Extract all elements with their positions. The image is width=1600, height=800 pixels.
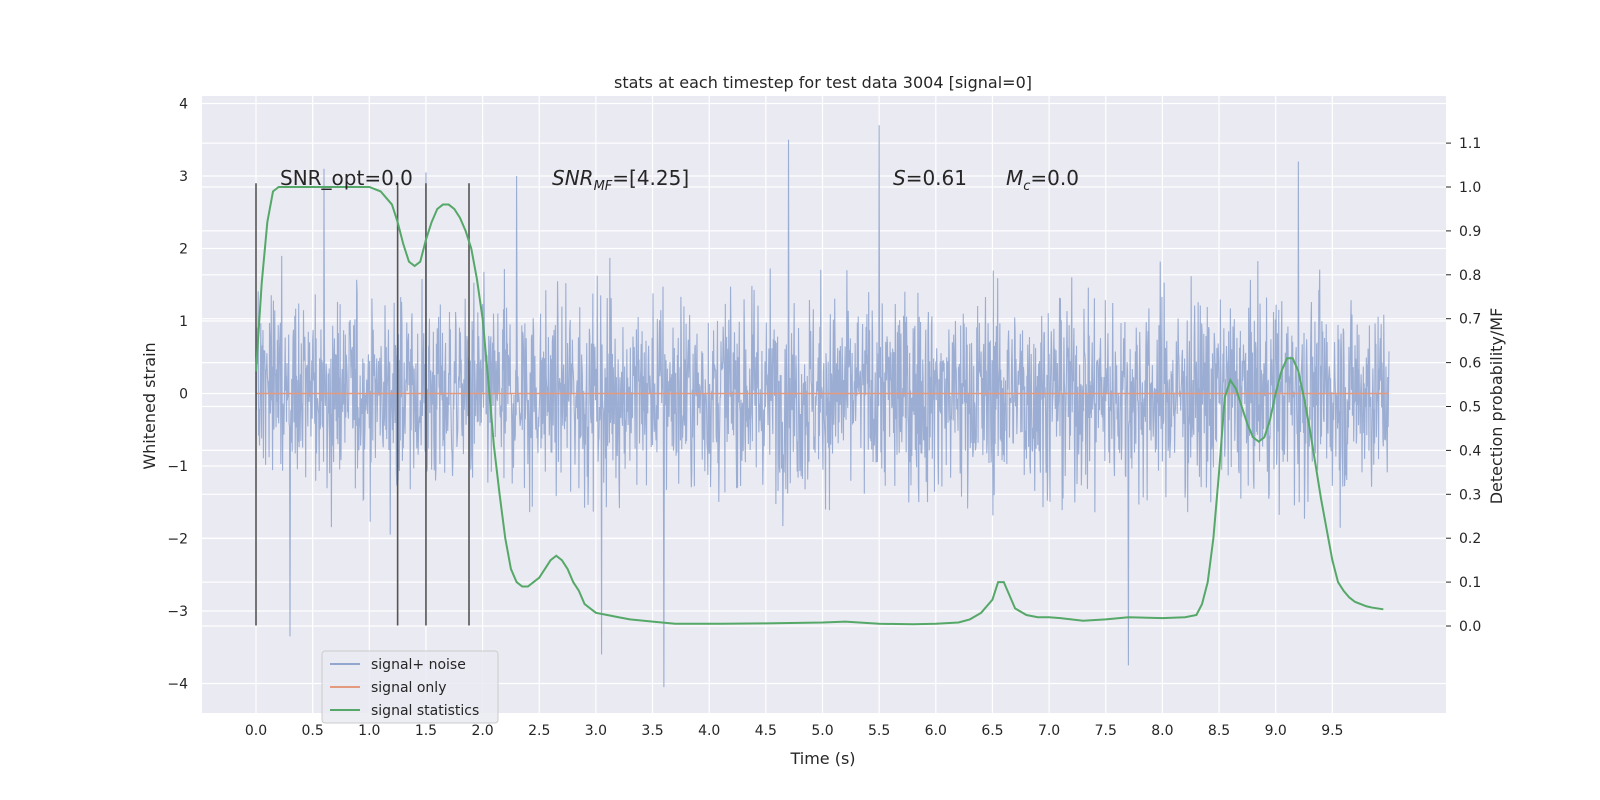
noise-line xyxy=(255,125,1390,688)
y-axis-label: Whitened strain xyxy=(140,342,159,469)
y2-axis-label: Detection probability/MF xyxy=(1487,308,1506,505)
y-tick-label: −2 xyxy=(167,532,188,548)
legend-label-signal: signal only xyxy=(371,680,446,696)
x-tick-label: 6.5 xyxy=(981,723,1003,739)
y2-tick-label: 0.2 xyxy=(1459,531,1481,547)
x-tick-label: 0.0 xyxy=(245,723,267,739)
x-tick-label: 9.5 xyxy=(1321,723,1343,739)
noise-series xyxy=(255,125,1390,688)
annotation-snr-mf: SNRMF=[4.25] xyxy=(552,166,689,194)
y-tick-label: −4 xyxy=(167,677,188,693)
y2-tick-label: 0.6 xyxy=(1459,356,1481,372)
x-tick-label: 7.5 xyxy=(1095,723,1117,739)
y2-tick-label: 0.9 xyxy=(1459,224,1481,240)
x-tick-labels: 0.0 0.5 1.0 1.5 2.0 2.5 3.0 3.5 4.0 4.5 5.0 5.5 6.0 6… xyxy=(245,723,1344,739)
x-tick-label: 7.0 xyxy=(1038,723,1060,739)
x-tick-label: 3.5 xyxy=(641,723,663,739)
x-axis-label: Time (s) xyxy=(789,749,855,768)
statistics-series xyxy=(255,186,1384,626)
x-tick-label: 4.5 xyxy=(755,723,777,739)
y2-tick-label: 0.1 xyxy=(1459,575,1481,591)
legend: signal+ noise signal only signal statist… xyxy=(321,650,499,724)
x-tick-label: 5.5 xyxy=(868,723,890,739)
y2-tick-label: 0.3 xyxy=(1459,487,1481,503)
x-tick-label: 2.0 xyxy=(471,723,493,739)
annotation-mc: Mc=0.0 xyxy=(1006,166,1079,194)
statistics-line xyxy=(255,186,1384,626)
chart-title: stats at each timestep for test data 300… xyxy=(614,73,1032,92)
annotation-s-value: =0.61 xyxy=(906,166,967,190)
annotation-snr-mf-main: SNR xyxy=(552,166,594,190)
annotation-snr-mf-value: =[4.25] xyxy=(612,166,689,190)
y2-tick-label: 1.0 xyxy=(1459,180,1481,196)
y-tick-label: 4 xyxy=(179,97,188,113)
y-tick-label: 1 xyxy=(179,314,188,330)
annotation-mc-value: =0.0 xyxy=(1030,166,1079,190)
x-tick-label: 8.5 xyxy=(1208,723,1230,739)
legend-label-statistics: signal statistics xyxy=(371,703,479,719)
x-tick-label: 4.0 xyxy=(698,723,720,739)
x-tick-label: 8.0 xyxy=(1151,723,1173,739)
y-tick-label: −1 xyxy=(167,459,188,475)
y2-tick-labels: 1.1 1.0 0.9 0.8 0.7 0.6 0.5 0.4 0.3 0.2 0.1 0.0 xyxy=(1446,136,1481,635)
y-tick-label: 2 xyxy=(179,242,188,258)
annotation-mc-sub: c xyxy=(1023,179,1030,194)
legend-box xyxy=(321,650,499,724)
y2-tick-label: 0.5 xyxy=(1459,400,1481,416)
x-tick-label: 5.0 xyxy=(811,723,833,739)
y2-tick-label: 0.7 xyxy=(1459,312,1481,328)
annotation-snr-mf-sub: MF xyxy=(594,179,613,194)
x-tick-label: 1.0 xyxy=(358,723,380,739)
annotation-s: S=0.61 xyxy=(893,166,967,190)
annotation-s-symbol: S xyxy=(893,166,906,190)
y2-tick-label: 0.4 xyxy=(1459,443,1481,459)
y-tick-label: 0 xyxy=(179,387,188,403)
legend-label-noise: signal+ noise xyxy=(371,657,466,673)
annotation-snr-opt: SNR_opt=0.0 xyxy=(280,166,413,190)
x-tick-label: 2.5 xyxy=(528,723,550,739)
y-tick-labels: 4 3 2 1 0 −1 −2 −3 −4 xyxy=(167,97,188,693)
x-tick-label: 9.0 xyxy=(1265,723,1287,739)
y2-tick-label: 1.1 xyxy=(1459,136,1481,152)
x-tick-label: 3.0 xyxy=(585,723,607,739)
vertical-markers xyxy=(255,183,470,626)
x-tick-label: 0.5 xyxy=(302,723,324,739)
x-tick-label: 1.5 xyxy=(415,723,437,739)
annotation-mc-main: M xyxy=(1006,166,1023,190)
y2-tick-label: 0.8 xyxy=(1459,268,1481,284)
y-tick-label: −3 xyxy=(167,604,188,620)
y2-tick-label: 0.0 xyxy=(1459,619,1481,635)
y-tick-label: 3 xyxy=(179,169,188,185)
x-tick-label: 6.0 xyxy=(925,723,947,739)
